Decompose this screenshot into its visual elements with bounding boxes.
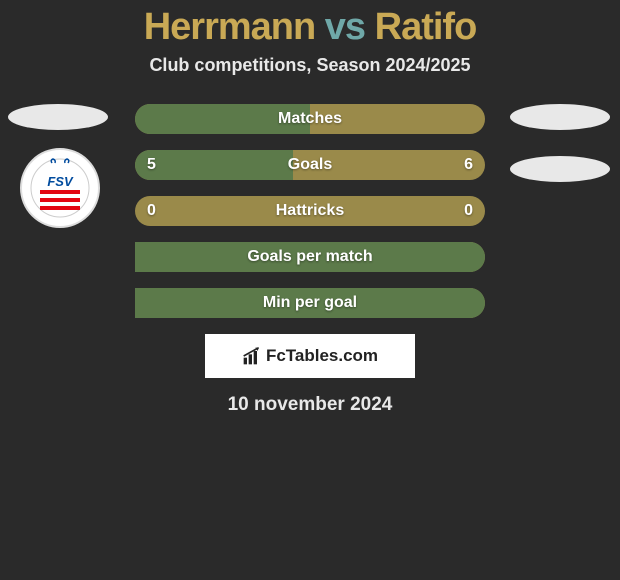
player2-avatar-placeholder bbox=[510, 104, 610, 130]
fctables-text: FcTables.com bbox=[266, 346, 378, 366]
bar-value-left: 5 bbox=[147, 156, 156, 174]
vs-text: vs bbox=[325, 6, 365, 48]
player1-avatar-placeholder bbox=[8, 104, 108, 130]
fctables-watermark: FcTables.com bbox=[205, 334, 415, 378]
bar-label: Hattricks bbox=[276, 202, 344, 220]
comparison-title: Herrmann vs Ratifo bbox=[0, 0, 620, 49]
chart-icon bbox=[242, 346, 262, 366]
stat-bar-min-per-goal: Min per goal bbox=[135, 288, 485, 318]
stat-bar-goals-per-match: Goals per match bbox=[135, 242, 485, 272]
subtitle: Club competitions, Season 2024/2025 bbox=[0, 55, 620, 76]
player1-name: Herrmann bbox=[144, 6, 316, 48]
stat-bars: Matches 5 Goals 6 0 Hattricks 0 Goals per match… bbox=[135, 104, 485, 318]
player2-name: Ratifo bbox=[375, 6, 477, 48]
date-text: 10 november 2024 bbox=[0, 394, 620, 416]
stat-bar-goals: 5 Goals 6 bbox=[135, 150, 485, 180]
comparison-content: FSV Matches 5 Goals 6 0 Hattricks 0 Goals per m… bbox=[0, 104, 620, 416]
bar-label: Matches bbox=[278, 110, 342, 128]
player1-club-logo: FSV bbox=[20, 148, 100, 228]
bar-value-left: 0 bbox=[147, 202, 156, 220]
bar-value-right: 0 bbox=[464, 202, 473, 220]
bar-fill-left bbox=[135, 150, 293, 180]
player2-club-placeholder bbox=[510, 156, 610, 182]
fsv-logo-icon: FSV bbox=[30, 158, 90, 218]
bar-label: Goals per match bbox=[247, 248, 372, 266]
bar-label: Min per goal bbox=[263, 294, 357, 312]
bar-value-right: 6 bbox=[464, 156, 473, 174]
svg-text:FSV: FSV bbox=[47, 174, 74, 189]
stat-bar-matches: Matches bbox=[135, 104, 485, 134]
bar-label: Goals bbox=[288, 156, 332, 174]
stat-bar-hattricks: 0 Hattricks 0 bbox=[135, 196, 485, 226]
